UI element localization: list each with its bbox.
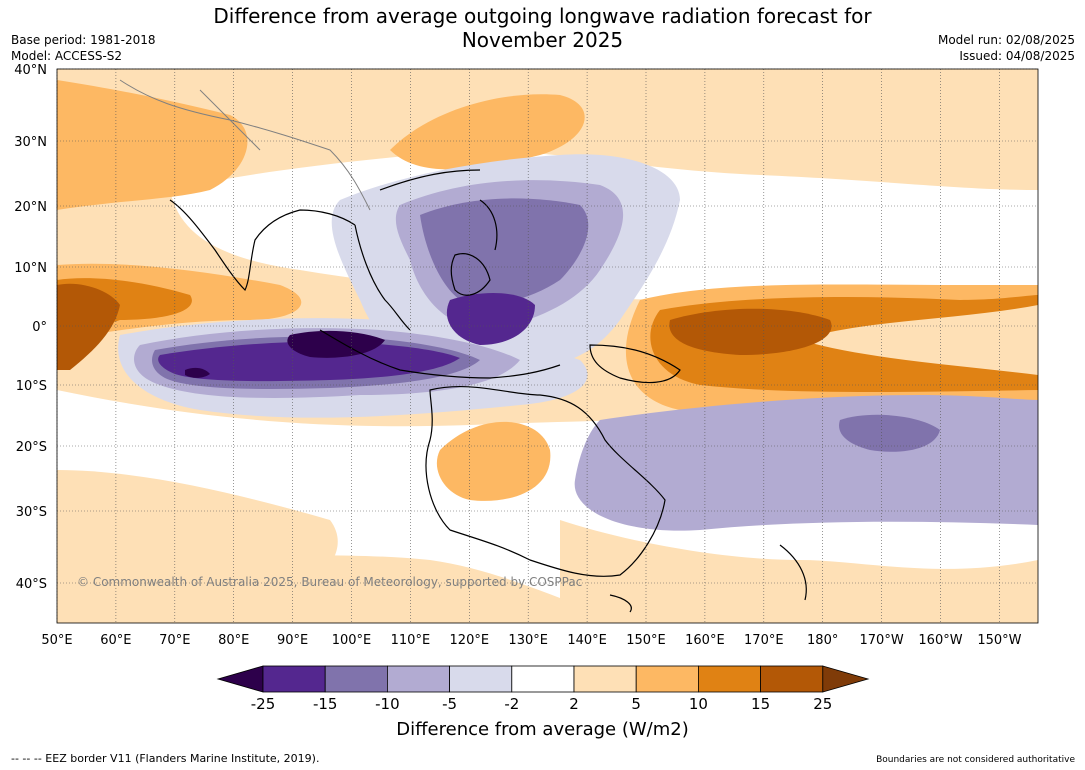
colorbar xyxy=(216,665,870,693)
colorbar-tick-label: -10 xyxy=(375,695,400,713)
field-neg-maritime-strong xyxy=(420,198,589,304)
map-frame xyxy=(56,68,1039,624)
lat-label: 40°N xyxy=(14,63,47,78)
lon-label: 170°E xyxy=(744,633,784,648)
issued-date: Issued: 04/08/2025 xyxy=(959,49,1075,63)
lon-label: 110°E xyxy=(391,633,431,648)
title-line-2: November 2025 xyxy=(461,28,624,52)
colorbar-segment xyxy=(386,665,450,693)
lat-label: 20°S xyxy=(16,440,47,455)
colorbar-tick-label: -2 xyxy=(504,695,520,713)
map-title: Difference from average outgoing longwav… xyxy=(0,4,1085,52)
colorbar-segment xyxy=(760,665,824,693)
colorbar-tick-label: -5 xyxy=(442,695,458,713)
lon-label: 150°W xyxy=(977,633,1021,648)
colorbar-tick-label: 5 xyxy=(631,695,641,713)
field-neg-indonesia-vstrong xyxy=(446,293,535,345)
meta-right: Model run: 02/08/2025 Issued: 04/08/2025 xyxy=(938,32,1075,64)
field-pos-china xyxy=(390,94,585,170)
lon-label: 90°E xyxy=(277,633,308,648)
field-neg-spcz-core xyxy=(839,414,940,452)
field-pos-india-north xyxy=(57,80,248,210)
lon-label: 120°E xyxy=(450,633,490,648)
lat-label: 0° xyxy=(32,320,47,335)
lon-label: 80°E xyxy=(218,633,249,648)
title-line-1: Difference from average outgoing longwav… xyxy=(213,4,872,28)
field-pos-wa xyxy=(436,421,551,501)
coast-newguinea xyxy=(589,344,681,384)
lon-label: 150°E xyxy=(626,633,666,648)
lon-label: 160°E xyxy=(685,633,725,648)
map-field xyxy=(57,69,1038,623)
model-run: Model run: 02/08/2025 xyxy=(937,33,1075,47)
colorbar-extend-max xyxy=(822,665,870,693)
field-weak-se xyxy=(560,520,1038,623)
footer-eez: -- -- -- EEZ border V11 (Flanders Marine… xyxy=(11,752,320,765)
lon-label: 130°E xyxy=(508,633,548,648)
coast-india xyxy=(169,199,356,292)
lat-label: 40°S xyxy=(16,577,47,592)
lon-label: 100°E xyxy=(332,633,372,648)
field-pos-pacific-core xyxy=(669,308,832,355)
lon-label: 170°W xyxy=(860,633,904,648)
footer-disclaimer: Boundaries are not considered authoritat… xyxy=(876,755,1075,765)
colorbar-tick-label: 25 xyxy=(813,695,833,713)
coast-china xyxy=(379,169,481,191)
colorbar-segment xyxy=(511,665,575,693)
coast-malay xyxy=(354,224,411,331)
colorbar-segment xyxy=(324,665,388,693)
colorbar-extend-min xyxy=(216,665,264,693)
colorbar-segment xyxy=(262,665,326,693)
model-name: Model: ACCESS-S2 xyxy=(11,49,123,63)
coast-nz xyxy=(779,544,807,601)
lon-label: 160°W xyxy=(918,633,962,648)
lon-label: 60°E xyxy=(100,633,131,648)
lat-label: 10°N xyxy=(14,261,47,276)
colorbar-segment xyxy=(635,665,699,693)
lat-labels: 40°N 30°N 20°N 10°N 0° 10°S 20°S 30°S 40°S xyxy=(14,63,47,592)
lon-label: 140°E xyxy=(567,633,607,648)
colorbar-tick-label: 10 xyxy=(688,695,708,713)
coast-java xyxy=(319,329,561,379)
field-neg-spcz xyxy=(574,395,1038,531)
colorbar-segment xyxy=(449,665,513,693)
field-neg-extreme-small xyxy=(185,367,210,378)
lat-label: 30°S xyxy=(16,505,47,520)
lon-label: 180° xyxy=(807,633,838,648)
coast-australia xyxy=(425,385,666,577)
colorbar-tick-label: 2 xyxy=(569,695,579,713)
colorbar-tick-label: -15 xyxy=(312,695,338,713)
base-period: Base period: 1981-2018 xyxy=(11,33,156,47)
coastlines xyxy=(169,169,807,613)
lon-label: 50°E xyxy=(41,633,72,648)
colorbar-tick-label: 15 xyxy=(751,695,771,713)
colorbar-segment xyxy=(698,665,762,693)
field-neg-extreme xyxy=(287,330,385,358)
colorbar-tick-label: -25 xyxy=(250,695,276,713)
border-line-2 xyxy=(199,89,261,151)
coast-philippines xyxy=(479,199,498,251)
field-pos-arabian-core xyxy=(57,283,120,370)
colorbar-title: Difference from average (W/m2) xyxy=(396,719,689,740)
coast-tasmania xyxy=(609,594,632,613)
coast-borneo xyxy=(450,253,491,296)
lon-labels: 50°E 60°E 70°E 80°E 90°E 100°E 110°E 120°E 130°E… xyxy=(41,633,1021,648)
lat-label: 30°N xyxy=(14,135,47,150)
copyright-text: © Commonwealth of Australia 2025, Bureau… xyxy=(77,575,582,589)
meta-left: Base period: 1981-2018 Model: ACCESS-S2 xyxy=(11,32,156,64)
colorbar-segment xyxy=(573,665,637,693)
border-line-1 xyxy=(119,79,371,211)
lon-label: 70°E xyxy=(159,633,190,648)
country-borders xyxy=(119,79,371,211)
field-weak-sw xyxy=(57,470,338,623)
lat-label: 10°S xyxy=(16,379,47,394)
lat-label: 20°N xyxy=(14,200,47,215)
